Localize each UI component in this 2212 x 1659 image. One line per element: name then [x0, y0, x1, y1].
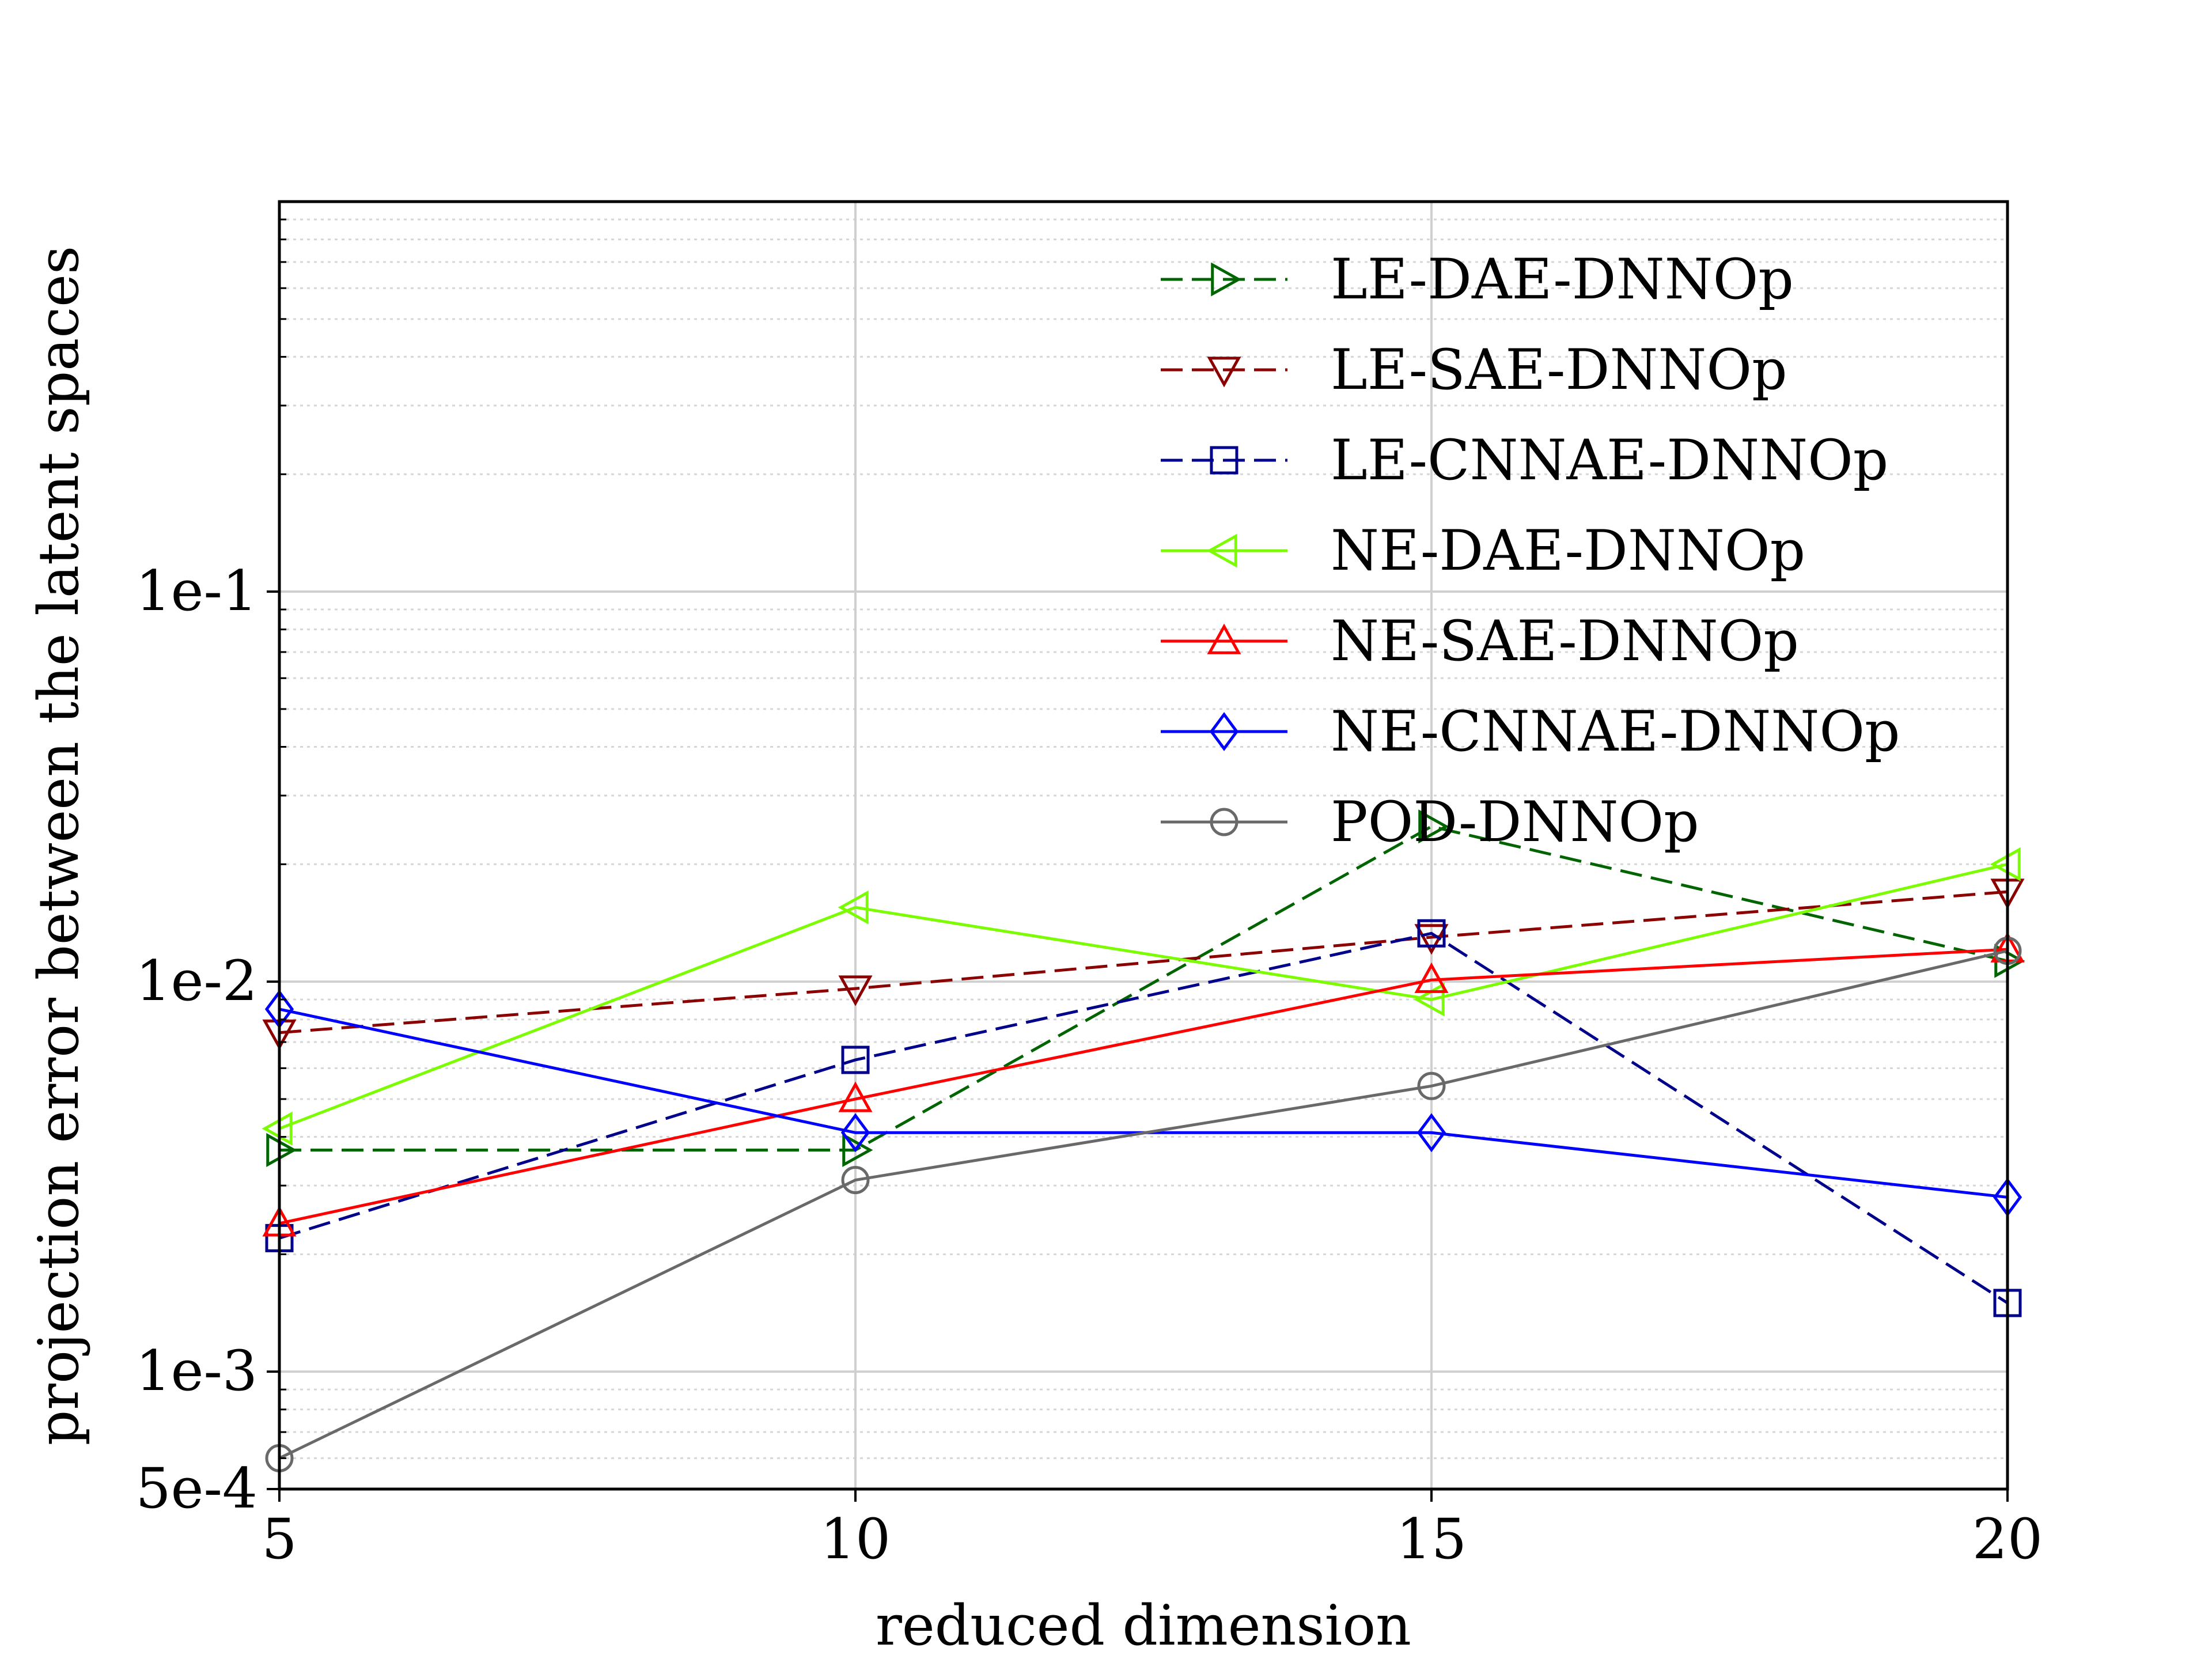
series-line-le-sae-dnnop	[279, 890, 2008, 1035]
legend-label-ne-dae-dnnop: NE-DAE-DNNOp	[1331, 518, 1805, 583]
data-point-pod-dnnop	[1417, 1071, 1446, 1100]
data-point-ne-sae-dnnop	[838, 1081, 873, 1112]
y-tick-label: 1e-3	[136, 1339, 257, 1403]
legend-marker-le-dae-dnnop	[1211, 262, 1242, 297]
data-point-ne-cnnae-dnnop	[1416, 1113, 1446, 1153]
series-line-pod-dnnop	[278, 949, 2008, 1460]
legend-label-ne-sae-dnnop: NE-SAE-DNNOp	[1331, 609, 1799, 673]
legend-marker-ne-dae-dnnop	[1206, 533, 1237, 568]
plot-frame	[278, 200, 2009, 1491]
series-line-ne-sae-dnnop	[279, 948, 2008, 1225]
x-tick-label: 15	[1396, 1507, 1467, 1571]
legend: LE-DAE-DNNOp LE-SAE-DNNOp LE-CNNAE-DNNOp NE…	[1161, 247, 1900, 854]
y-axis-label: projection error between the latent spac…	[26, 246, 91, 1445]
data-point-pod-dnnop	[841, 1166, 870, 1195]
data-point-le-cnnae-dnnop	[841, 1046, 870, 1074]
legend-label-pod-dnnop: POD-DNNOp	[1331, 790, 1699, 854]
axis-ticks: 5 10 15 20 5e-4 1e-3 1e-2 1e-1	[136, 218, 2043, 1571]
data-point-ne-dae-dnnop	[1990, 847, 2021, 881]
data-point-ne-dae-dnnop	[262, 1111, 293, 1146]
x-axis-label: reduced dimension	[876, 1593, 1411, 1658]
legend-marker-ne-cnnae-dnnop	[1209, 712, 1239, 751]
data-point-le-dae-dnnop	[266, 1132, 297, 1168]
data-point-ne-cnnae-dnnop	[840, 1113, 870, 1153]
data-point-le-sae-dnnop	[838, 975, 873, 1006]
legend-label-ne-cnnae-dnnop: NE-CNNAE-DNNOp	[1331, 699, 1900, 764]
y-tick-label: 1e-2	[136, 949, 257, 1013]
series-line-ne-dae-dnnop	[279, 862, 2008, 1130]
data-point-le-dae-dnnop	[1418, 809, 1449, 844]
legend-marker-le-sae-dnnop	[1207, 357, 1241, 388]
x-tick-label: 20	[1972, 1507, 2043, 1571]
x-tick-label: 5	[262, 1507, 297, 1571]
legend-label-le-cnnae-dnnop: LE-CNNAE-DNNOp	[1331, 428, 1888, 493]
data-point-le-dae-dnnop	[842, 1132, 873, 1168]
legend-marker-pod-dnnop	[1210, 808, 1238, 836]
legend-label-le-sae-dnnop: LE-SAE-DNNOp	[1331, 338, 1787, 402]
series-group	[262, 809, 2025, 1472]
series-ne-dae-dnnop	[262, 847, 2021, 1146]
legend-marker-le-cnnae-dnnop	[1210, 446, 1238, 475]
y-tick-label: 5e-4	[136, 1456, 257, 1521]
series-line-le-cnnae-dnnop	[279, 931, 2009, 1305]
y-tick-label: 1e-1	[136, 559, 257, 623]
data-point-ne-dae-dnnop	[838, 890, 869, 925]
legend-label-le-dae-dnnop: LE-DAE-DNNOp	[1331, 247, 1794, 312]
data-point-ne-sae-dnnop	[1414, 962, 1449, 993]
x-tick-label: 10	[820, 1507, 891, 1571]
data-point-le-cnnae-dnnop	[1417, 919, 1446, 948]
legend-marker-ne-sae-dnnop	[1207, 623, 1241, 654]
